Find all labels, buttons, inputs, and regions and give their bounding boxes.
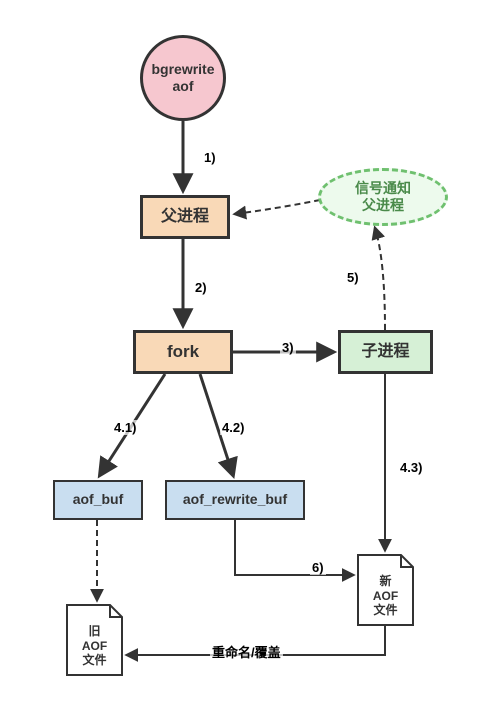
- node-notify: 信号通知 父进程: [318, 168, 448, 226]
- node-parent: 父进程: [140, 195, 230, 239]
- node-aof_buf: aof_buf: [53, 480, 143, 520]
- node-start: bgrewrite aof: [140, 35, 226, 121]
- edge-label-e2: 2): [193, 280, 209, 295]
- node-old_file: 旧 AOF 文件: [67, 617, 122, 675]
- edge-e6: [235, 520, 353, 575]
- edge-label-e41: 4.1): [112, 420, 138, 435]
- edge-label-e42: 4.2): [220, 420, 246, 435]
- edge-e5: [375, 228, 385, 330]
- node-fork: fork: [133, 330, 233, 374]
- node-aof_rewrite_buf: aof_rewrite_buf: [165, 480, 305, 520]
- edge-label-e7: 重命名/覆盖: [210, 642, 283, 661]
- edge-e5b: [235, 200, 320, 214]
- edge-label-e6: 6): [310, 560, 326, 575]
- node-child: 子进程: [338, 330, 433, 374]
- edge-label-e3: 3): [280, 340, 296, 355]
- edge-label-e1: 1): [202, 150, 218, 165]
- node-new_file: 新 AOF 文件: [358, 567, 413, 625]
- edge-label-e43: 4.3): [398, 460, 424, 475]
- edge-label-e5: 5): [345, 270, 361, 285]
